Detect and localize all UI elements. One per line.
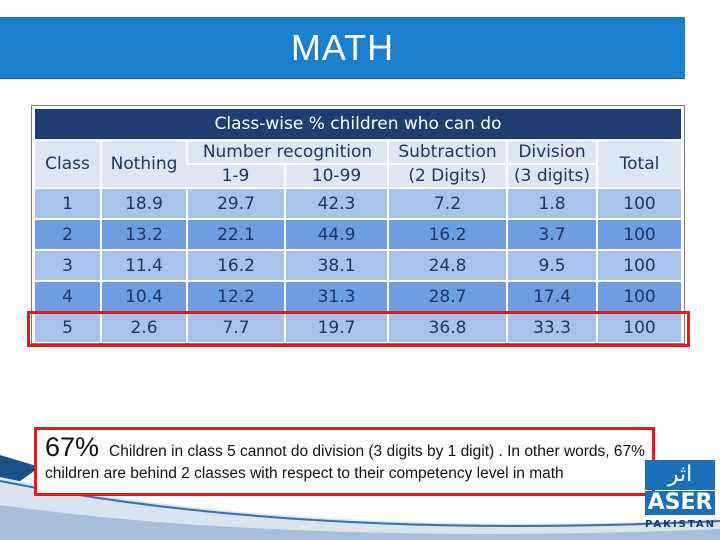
header-number-recognition: Number recognition [186, 139, 388, 164]
note-percent: 67% [45, 432, 100, 462]
cell-nr-1-9: 29.7 [186, 187, 285, 219]
cell-nr-1-9: 16.2 [186, 249, 285, 281]
cell-nothing: 18.9 [100, 187, 187, 219]
note-body: Children in class 5 cannot do division (… [45, 443, 645, 482]
cell-class: 5 [35, 311, 101, 342]
table-row: 3 11.4 16.2 38.1 24.8 9.5 100 [35, 249, 681, 281]
table-row: 2 13.2 22.1 44.9 16.2 3.7 100 [35, 218, 681, 250]
swoosh-shape-mid [0, 505, 720, 540]
header-division: Division [506, 139, 597, 164]
logo-country: PAKISTAN [645, 519, 716, 530]
cell-subtraction: 16.2 [387, 218, 507, 250]
cell-nothing: 13.2 [100, 218, 187, 250]
cell-subtraction: 28.7 [387, 280, 507, 312]
header-division-sub: (3 digits) [506, 163, 597, 188]
logo-urdu-text: اثر [645, 460, 715, 490]
title-bar: MATH [0, 17, 685, 79]
header-subtraction: Subtraction [387, 139, 507, 164]
table-row-highlighted: 5 2.6 7.7 19.7 36.8 33.3 100 [35, 311, 681, 342]
cell-class: 1 [35, 187, 101, 219]
header-total: Total [596, 139, 681, 188]
aser-logo: اثر ASER PAKISTAN [643, 458, 717, 534]
cell-total: 100 [596, 311, 681, 342]
class-wise-table: Class-wise % children who can do Class N… [35, 109, 681, 342]
cell-nr-1-9: 7.7 [186, 311, 285, 342]
cell-nothing: 10.4 [100, 280, 187, 312]
cell-total: 100 [596, 218, 681, 250]
table-row: 4 10.4 12.2 31.3 28.7 17.4 100 [35, 280, 681, 312]
logo-name: ASER [645, 491, 715, 515]
cell-nothing: 2.6 [100, 311, 187, 342]
header-nr-1-9: 1-9 [187, 163, 285, 188]
cell-subtraction: 36.8 [387, 311, 507, 342]
cell-division: 33.3 [506, 311, 597, 342]
table-title: Class-wise % children who can do [35, 109, 681, 140]
cell-nr-1-9: 12.2 [186, 280, 285, 312]
cell-nr-10-99: 31.3 [284, 280, 388, 312]
cell-total: 100 [596, 249, 681, 281]
cell-total: 100 [596, 187, 681, 219]
cell-class: 4 [35, 280, 101, 312]
header-nothing: Nothing [100, 139, 187, 188]
cell-total: 100 [596, 280, 681, 312]
cell-nr-10-99: 44.9 [284, 218, 388, 250]
cell-nr-1-9: 22.1 [186, 218, 285, 250]
cell-subtraction: 7.2 [387, 187, 507, 219]
slide-title: MATH [290, 27, 395, 68]
header-subtraction-sub: (2 Digits) [387, 163, 507, 188]
cell-nr-10-99: 38.1 [284, 249, 388, 281]
table-row: 1 18.9 29.7 42.3 7.2 1.8 100 [35, 187, 681, 219]
cell-nr-10-99: 19.7 [284, 311, 388, 342]
cell-nothing: 11.4 [100, 249, 187, 281]
cell-division: 9.5 [506, 249, 597, 281]
cell-subtraction: 24.8 [387, 249, 507, 281]
header-class: Class [35, 139, 101, 188]
cell-class: 3 [35, 249, 101, 281]
header-nr-10-99: 10-99 [284, 163, 388, 188]
cell-class: 2 [35, 218, 101, 250]
note-box: 67% Children in class 5 cannot do divisio… [34, 427, 655, 496]
cell-nr-10-99: 42.3 [284, 187, 388, 219]
cell-division: 1.8 [506, 187, 597, 219]
cell-division: 3.7 [506, 218, 597, 250]
cell-division: 17.4 [506, 280, 597, 312]
table-frame: Class-wise % children who can do Class N… [31, 105, 685, 344]
note-paragraph: 67% Children in class 5 cannot do divisio… [45, 434, 650, 485]
